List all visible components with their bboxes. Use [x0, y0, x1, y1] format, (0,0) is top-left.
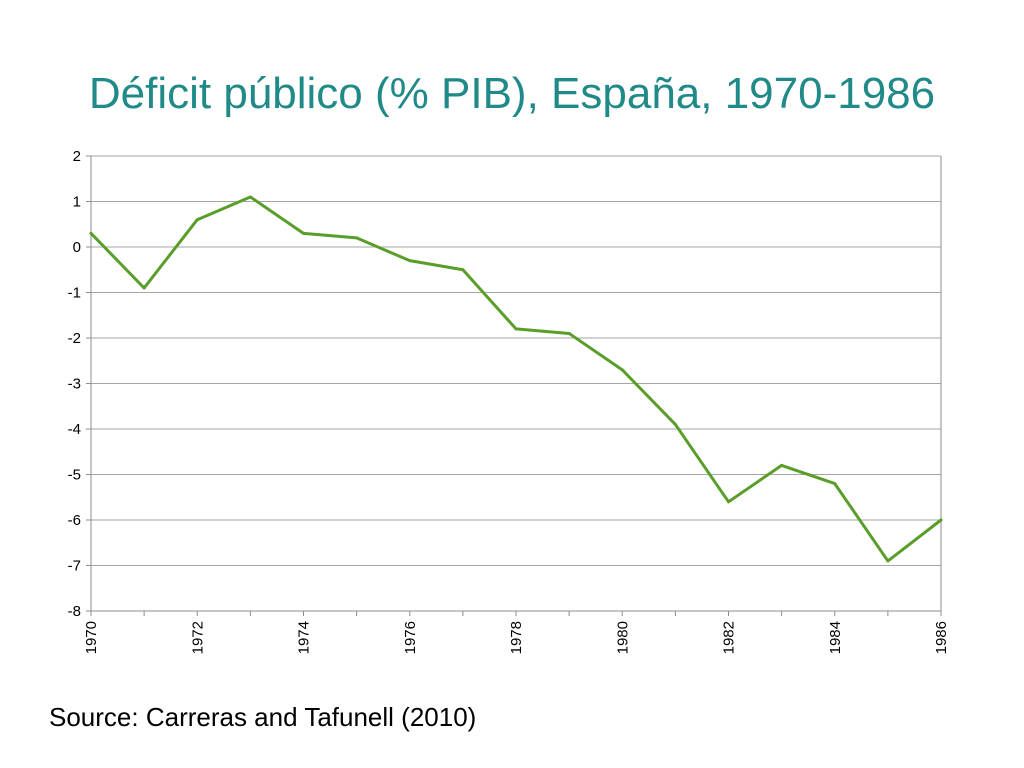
data-point	[939, 518, 943, 522]
x-tick-labels: 1970 1972 1974 1976 1978 1980 1982 1984 1986	[83, 621, 950, 654]
data-point	[195, 218, 199, 222]
x-tick-label: 1970	[83, 621, 100, 654]
data-point	[727, 500, 730, 504]
x-tick-label: 1976	[402, 621, 419, 654]
y-tick-label: 2	[73, 148, 81, 165]
slide-title: Déficit público (% PIB), España, 1970-19…	[88, 69, 936, 118]
series-line	[89, 195, 943, 563]
x-tick-label: 1986	[933, 621, 950, 654]
x-tick-label: 1982	[721, 621, 738, 654]
y-tick-label: -4	[68, 421, 81, 438]
y-tick-label: -1	[68, 285, 81, 302]
data-point	[833, 482, 837, 486]
data-point	[886, 559, 890, 563]
data-point	[302, 231, 305, 235]
data-point	[673, 422, 677, 426]
y-tick-label: 0	[73, 239, 81, 256]
y-tick-label: -3	[68, 376, 81, 393]
series-lines	[89, 195, 943, 563]
data-point	[780, 463, 784, 467]
x-tick-label: 1972	[189, 621, 206, 654]
data-point	[567, 331, 571, 335]
data-point	[248, 195, 252, 199]
y-tick-label: -7	[68, 558, 81, 575]
data-point	[142, 286, 146, 290]
plot-frame	[86, 155, 942, 616]
gridlines	[91, 155, 941, 612]
data-point	[408, 259, 412, 263]
x-tick-label: 1978	[508, 621, 525, 654]
data-point	[355, 236, 359, 240]
x-tick-label: 1980	[614, 621, 631, 654]
y-tick-label: -5	[68, 467, 81, 484]
data-point	[461, 268, 465, 272]
data-point	[620, 368, 624, 372]
x-tick-label: 1974	[296, 621, 313, 654]
data-point	[514, 327, 518, 331]
data-point	[89, 231, 93, 235]
y-tick-labels: 2 1 0 -1 -2 -3 -4 -5 -6 -7 -8	[68, 148, 81, 620]
y-tick-label: -2	[68, 330, 81, 347]
y-tick-label: -6	[68, 512, 81, 529]
y-tick-label: 1	[73, 194, 81, 211]
source-note: Source: Carreras and Tafunell (2010)	[49, 702, 477, 732]
y-tick-label: -8	[68, 603, 81, 620]
x-tick-label: 1984	[827, 621, 844, 654]
